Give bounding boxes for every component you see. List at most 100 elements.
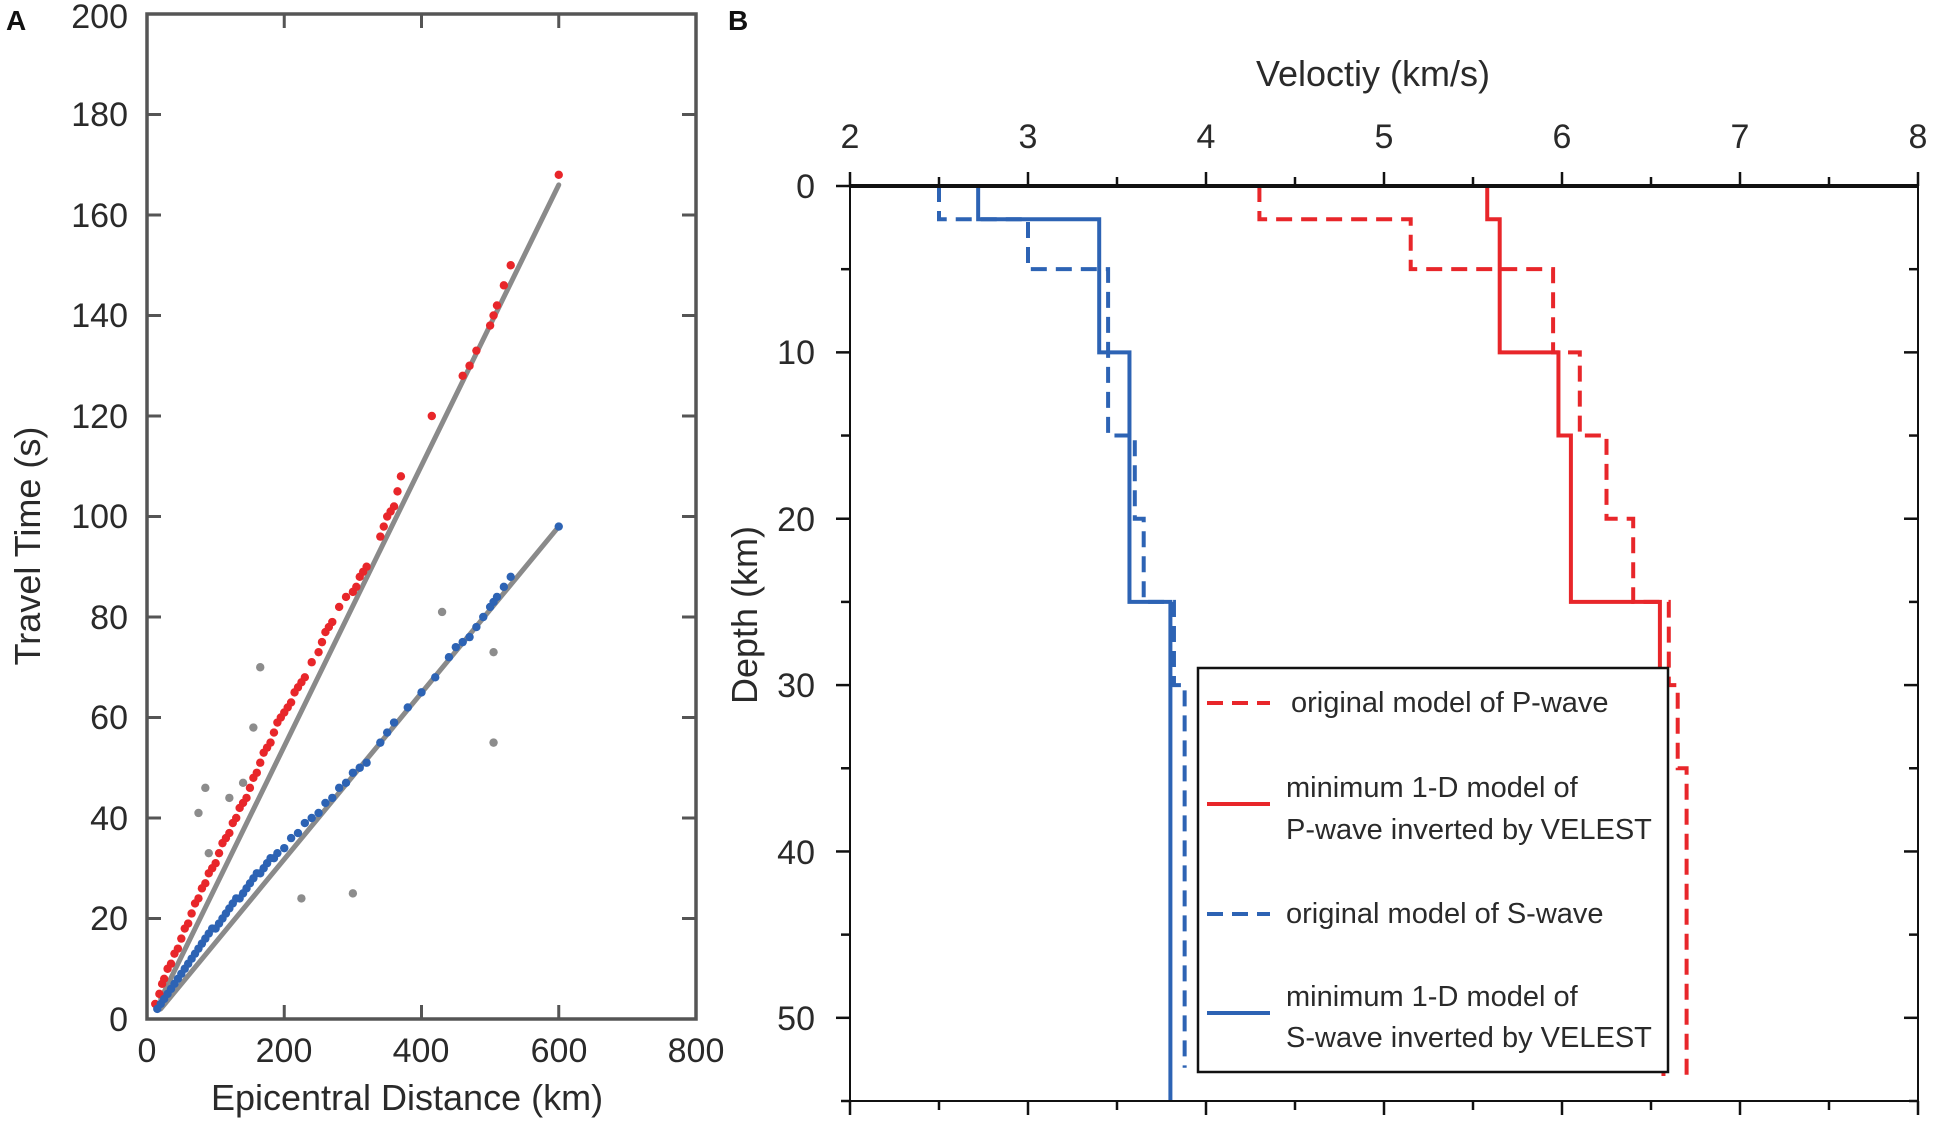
p-wave-fit-line [158,182,562,1002]
s-wave-point [472,622,481,632]
p-wave-point [245,783,255,793]
p-wave-point [232,813,241,823]
p-wave-point [362,562,371,571]
p-wave-point [427,411,436,421]
s-wave-point [458,637,467,647]
legend-label-p-original: original model of P-wave [1291,687,1609,719]
legend-label-s-original: original model of S-wave [1286,898,1604,930]
s-wave-point [389,718,399,727]
b-xtick-label-7: 7 [1731,118,1750,156]
s-wave-original-model-line [937,186,1187,1068]
b-ytick-label-0: 0 [796,168,815,206]
legend-label-s-velest-line1: minimum 1-D model of [1286,981,1579,1013]
s-wave-point [444,653,454,662]
a-xtick-label-0: 0 [138,1032,157,1070]
b-xtick-label-8: 8 [1909,118,1928,156]
panel-a: A 0 20 40 60 80 100 120 140 160 180 200 … [6,0,724,1118]
p-wave-point [458,371,467,380]
p-wave-point [225,828,234,838]
p-wave-point [393,487,402,496]
s-wave-point [506,572,515,581]
b-title: Veloctiy (km/s) [1256,53,1490,94]
a-ytick-label-200: 200 [71,0,128,36]
p-wave-point [201,879,210,888]
s-wave-point [321,798,330,808]
p-wave-point [266,738,275,747]
p-wave-point [194,894,203,903]
s-wave-point [355,763,364,772]
a-ytick-label-20: 20 [90,900,128,938]
b-ytick-label-50: 50 [777,1000,815,1038]
p-wave-point [166,959,176,968]
panel-a-x-tick-labels: 0 200 400 600 800 [138,1032,725,1070]
s-wave-point [431,673,440,682]
s-wave-point [334,783,344,793]
outlier-point [256,663,265,672]
a-ytick-label-80: 80 [90,599,128,637]
p-wave-point [214,848,224,858]
p-wave-point [317,637,327,647]
p-wave-point [159,974,169,983]
s-wave-point [499,582,509,592]
s-wave-point [403,703,412,712]
s-wave-point [293,828,303,838]
p-wave-point [554,170,563,179]
outlier-point [249,723,258,732]
p-wave-point [242,793,251,803]
p-wave-point [269,728,279,737]
a-ytick-label-0: 0 [109,1001,128,1039]
outlier-point [489,738,498,747]
p-wave-point [256,758,265,767]
s-wave-point [479,612,488,622]
panel-a-points [151,170,563,1014]
outlier-point [348,889,358,898]
b-ytick-label-20: 20 [777,501,815,539]
a-ytick-label-160: 160 [71,197,128,235]
p-wave-point [328,617,337,627]
p-wave-point [286,698,296,707]
outlier-point [297,894,306,903]
b-xtick-label-6: 6 [1553,118,1572,156]
s-wave-point [280,843,289,853]
p-wave-point [489,311,498,320]
p-wave-point [300,673,310,682]
b-y-axis-label: Depth (km) [724,526,765,704]
s-wave-point [348,768,358,777]
s-wave-point [382,728,392,737]
p-wave-point [376,532,385,541]
p-wave-point [341,592,351,602]
p-wave-point [352,582,361,592]
panel-letter-a: A [6,5,26,36]
p-wave-point [396,472,406,481]
s-wave-point [307,813,316,823]
outlier-point [489,647,498,657]
b-xtick-label-4: 4 [1197,118,1216,156]
a-xtick-label-600: 600 [531,1032,588,1070]
s-wave-point [362,758,371,767]
p-wave-point [187,909,196,918]
p-wave-point [389,502,399,511]
s-wave-point [328,793,337,803]
s-wave-point [554,522,563,531]
s-wave-point [451,642,461,652]
p-wave-point [307,658,316,667]
p-wave-point [379,522,388,531]
legend-box [1196,666,1670,1074]
outlier-point [437,607,447,617]
panel-a-frame [145,12,698,1021]
a-xtick-label-800: 800 [668,1032,725,1070]
legend-label-p-velest-line2: P-wave inverted by VELEST [1286,814,1652,846]
outlier-point [225,793,234,803]
p-wave-point [173,944,183,953]
a-ytick-label-140: 140 [71,297,128,335]
a-xtick-label-400: 400 [393,1032,450,1070]
panel-b: B Veloctiy (km/s) 2 3 4 5 6 7 8 0 10 20 … [724,5,1927,1115]
p-wave-point [334,602,344,612]
p-wave-point [485,321,495,330]
panel-b-y-tick-labels: 0 10 20 30 40 50 [777,168,815,1038]
a-xtick-label-200: 200 [256,1032,313,1070]
a-ytick-label-180: 180 [71,96,128,134]
p-wave-point [252,768,261,777]
s-wave-point [465,632,474,642]
